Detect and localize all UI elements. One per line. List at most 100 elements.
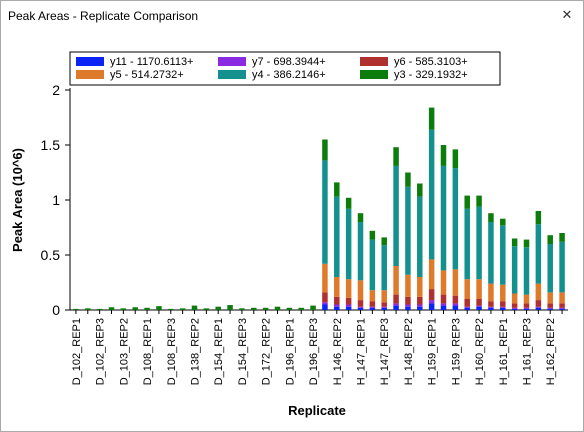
- bar-H_147_REP1-y11: [357, 307, 364, 310]
- bar-H_162_REP2-y11: [547, 308, 553, 310]
- legend: y11 - 1170.6113+ y7 - 698.3944+ y6 - 585.3…: [69, 51, 501, 86]
- bar-H_160_REP2-y7: [476, 305, 482, 307]
- bar-H_147_REP2-y6: [369, 301, 376, 307]
- bar-H_162_REP3-y4: [559, 241, 565, 293]
- bar-H_148_REP2-y3: [405, 172, 411, 187]
- x-ticks: D_102_REP1 D_102_REP3 D_103_REP2 D_108_REP1…: [71, 310, 563, 385]
- bar-H_162_REP2-y4: [547, 244, 553, 293]
- bar-D_138_REP3-y3: [203, 308, 210, 310]
- bar-D_196_REP3-y3: [310, 305, 316, 310]
- bar-H_161_REP3-y5: [523, 294, 530, 304]
- bar-H_147_REP2-y3: [369, 230, 376, 240]
- bar-D_196_REP1-y3: [286, 307, 293, 310]
- x-tick-label: D_172_REP2: [261, 318, 273, 385]
- bar-H_160_REP1-y11: [464, 307, 470, 310]
- bar-H_148_REP1-y6: [393, 294, 399, 304]
- bar-H_161_REP3-y11: [523, 308, 530, 310]
- bar-H_160_REP2-y3: [476, 195, 482, 207]
- bar-H_161_REP1-y4: [500, 225, 506, 285]
- bar-H_161_REP1-y11: [500, 307, 506, 310]
- x-tick-label: H_148_REP2: [403, 318, 415, 385]
- bar-H_159_REP1-y5: [428, 259, 435, 290]
- x-tick-label: H_161_REP1: [498, 318, 510, 385]
- bar-H_160_REP2-y4: [476, 206, 482, 280]
- close-icon[interactable]: ✕: [561, 7, 573, 22]
- x-tick-label: D_196_REP3: [308, 318, 320, 385]
- legend-swatch-y4: [218, 70, 246, 79]
- bar-H_161_REP3-y3: [523, 239, 530, 248]
- bar-H_148_REP3-y6: [417, 296, 423, 305]
- bar-H_162_REP1-y11: [535, 307, 542, 310]
- bar-H_159_REP3-y7: [452, 303, 459, 306]
- bar-H_147_REP2-y11: [369, 307, 376, 310]
- x-tick-label: H_160_REP2: [474, 318, 486, 385]
- bar-H_146_REP2-y6: [334, 296, 340, 305]
- bar-H_162_REP2-y5: [547, 292, 553, 304]
- bar-D_103_REP2-y3: [120, 308, 127, 310]
- bar-H_159_REP1-y11: [428, 303, 435, 310]
- bar-H_160_REP3-y6: [488, 301, 494, 307]
- bar-H_147_REP3-y7: [381, 306, 387, 308]
- bar-H_161_REP2-y7: [511, 307, 518, 309]
- bar-H_161_REP3-y6: [523, 303, 530, 308]
- bar-D_172_REP3-y3: [274, 306, 281, 310]
- bar-H_162_REP1-y3: [535, 211, 542, 225]
- bar-H_146_REP2-y7: [334, 304, 340, 307]
- bar-H_148_REP3-y4: [417, 196, 423, 277]
- bar-H_159_REP1-y3: [428, 107, 435, 130]
- bar-H_159_REP2-y4: [440, 165, 447, 271]
- y-tick-label: 2: [52, 82, 60, 98]
- bar-D_138_REP1-y3: [179, 308, 186, 310]
- bar-H_148_REP2-y11: [405, 306, 411, 310]
- bar-H_161_REP2-y5: [511, 293, 518, 304]
- x-tick-label: D_154_REP3: [237, 318, 249, 385]
- bar-D_102_REP2-y3: [85, 308, 91, 310]
- x-tick-label: D_108_REP1: [142, 318, 154, 385]
- bar-D_172_REP1-y3: [251, 307, 257, 310]
- bar-H_159_REP2-y6: [440, 294, 447, 304]
- bar-H_161_REP3-y7: [523, 307, 530, 309]
- x-tick-label: D_103_REP2: [118, 318, 130, 385]
- bar-H_160_REP1-y3: [464, 195, 470, 209]
- bar-H_161_REP1-y6: [500, 301, 506, 307]
- y-tick-label: 1: [52, 192, 60, 208]
- bar-H_148_REP1-y11: [393, 305, 399, 310]
- bar-H_161_REP1-y7: [500, 306, 506, 308]
- bar-H_160_REP2-y6: [476, 299, 482, 306]
- y-axis-title: Peak Area (10^6): [10, 148, 25, 252]
- bar-H_162_REP2-y3: [547, 235, 553, 244]
- y-tick-label: 0: [52, 302, 60, 318]
- bar-H_146_REP1-y4: [322, 160, 328, 264]
- x-tick-label: H_162_REP2: [545, 318, 557, 385]
- x-tick-label: H_147_REP3: [379, 318, 391, 385]
- legend-box: [69, 51, 501, 86]
- legend-label-y11: y11 - 1170.6113+: [110, 56, 193, 68]
- axes: 0 0.5 1 1.5 2: [41, 82, 568, 318]
- bar-H_160_REP1-y4: [464, 208, 470, 280]
- y-tick-label: 0.5: [41, 247, 61, 263]
- bar-H_148_REP2-y6: [405, 296, 411, 305]
- x-tick-label: H_159_REP3: [450, 318, 462, 385]
- bar-H_161_REP2-y3: [511, 238, 518, 247]
- legend-label-y3: y3 - 329.1932+: [394, 69, 468, 81]
- bar-H_147_REP3-y6: [381, 302, 387, 307]
- bar-H_162_REP2-y6: [547, 303, 553, 308]
- bar-H_148_REP2-y5: [405, 274, 411, 297]
- bar-D_154_REP2-y3: [227, 305, 233, 310]
- x-axis-title: Replicate: [288, 403, 346, 418]
- bar-D_196_REP2-y3: [298, 307, 304, 310]
- bar-H_161_REP2-y6: [511, 303, 518, 308]
- bar-H_146_REP1-y5: [322, 263, 328, 293]
- bar-H_160_REP2-y11: [476, 306, 482, 310]
- bar-H_147_REP1-y6: [357, 300, 364, 307]
- bar-H_160_REP3-y3: [488, 213, 494, 222]
- bar-H_159_REP2-y5: [440, 270, 447, 295]
- legend-swatch-y11: [76, 57, 104, 66]
- x-tick-label: D_154_REP1: [213, 318, 225, 385]
- bar-H_162_REP3-y6: [559, 303, 565, 308]
- title-bar: Peak Areas - Replicate Comparison ✕: [1, 1, 583, 32]
- bar-H_146_REP2-y11: [334, 306, 340, 310]
- bar-H_148_REP1-y4: [393, 165, 399, 266]
- bar-H_159_REP3-y4: [452, 168, 459, 270]
- bar-H_146_REP1-y7: [322, 302, 328, 305]
